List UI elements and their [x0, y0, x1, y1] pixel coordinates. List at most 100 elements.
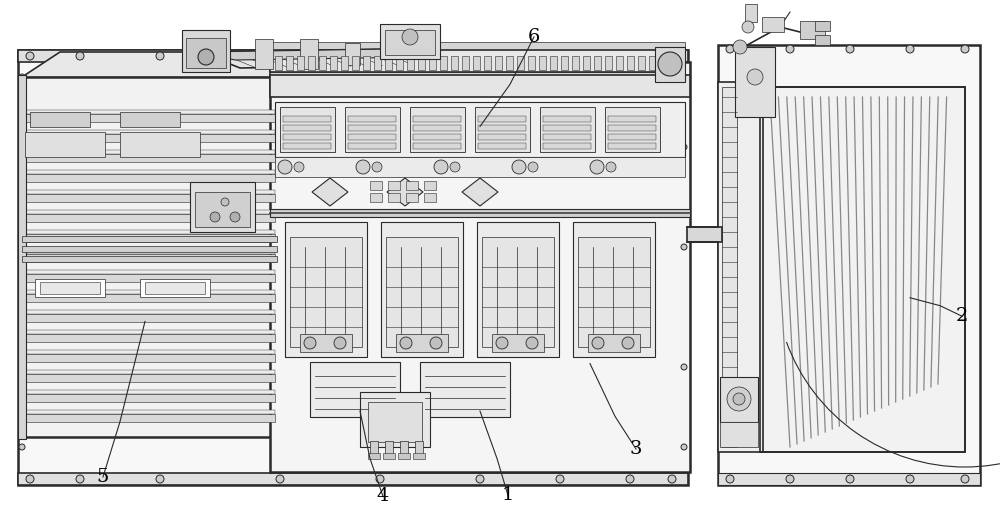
Bar	[25, 150, 275, 154]
Text: 1: 1	[502, 486, 514, 504]
Bar	[655, 47, 685, 82]
Bar	[348, 116, 396, 122]
Bar	[363, 56, 370, 70]
Bar	[578, 237, 650, 347]
Bar	[22, 246, 277, 252]
Bar	[40, 282, 100, 294]
Bar	[25, 294, 275, 302]
Circle shape	[450, 162, 460, 172]
Bar	[451, 56, 458, 70]
Bar	[310, 362, 400, 417]
Bar	[18, 75, 26, 439]
Circle shape	[726, 475, 734, 483]
Circle shape	[156, 52, 164, 60]
Circle shape	[294, 162, 304, 172]
Text: 4: 4	[377, 487, 389, 505]
Bar	[800, 21, 825, 39]
Polygon shape	[200, 49, 430, 68]
Bar	[462, 56, 469, 70]
Bar	[22, 256, 277, 262]
Bar	[506, 56, 513, 70]
Bar	[18, 50, 688, 485]
Circle shape	[76, 475, 84, 483]
Bar	[25, 110, 275, 114]
Bar	[25, 250, 275, 254]
Circle shape	[512, 160, 526, 174]
Bar	[25, 334, 275, 342]
Bar	[25, 230, 275, 234]
Bar	[25, 354, 275, 362]
Bar	[424, 181, 436, 190]
Bar	[383, 453, 395, 459]
Bar	[370, 181, 382, 190]
Bar	[25, 330, 275, 334]
Bar	[687, 227, 722, 242]
Bar	[270, 209, 690, 217]
Circle shape	[668, 52, 676, 60]
Bar	[30, 112, 90, 127]
Bar	[18, 50, 688, 62]
Bar	[120, 132, 200, 157]
Bar	[35, 279, 105, 297]
Circle shape	[476, 475, 484, 483]
Circle shape	[726, 45, 734, 53]
Bar	[22, 236, 277, 242]
Bar	[286, 56, 293, 70]
Circle shape	[906, 475, 914, 483]
Bar	[190, 182, 255, 232]
Circle shape	[376, 475, 384, 483]
Bar	[348, 134, 396, 140]
Circle shape	[786, 45, 794, 53]
Bar	[385, 441, 393, 455]
Bar	[25, 214, 275, 222]
Bar	[186, 38, 226, 68]
Bar	[608, 134, 656, 140]
Bar	[718, 82, 763, 452]
Bar	[413, 116, 461, 122]
Bar	[370, 441, 378, 455]
Bar	[573, 222, 655, 357]
Bar	[348, 143, 396, 149]
Bar	[25, 130, 275, 134]
Circle shape	[626, 52, 634, 60]
Bar	[550, 56, 557, 70]
Bar	[398, 453, 410, 459]
Bar	[415, 441, 423, 455]
Bar	[407, 56, 414, 70]
Circle shape	[626, 475, 634, 483]
Bar	[718, 473, 980, 485]
Circle shape	[733, 40, 747, 54]
Polygon shape	[462, 178, 498, 206]
Bar	[25, 290, 275, 294]
Bar	[722, 87, 737, 447]
Bar	[25, 194, 275, 202]
Bar	[588, 334, 640, 352]
Bar	[815, 35, 830, 45]
Bar	[385, 30, 435, 55]
Circle shape	[592, 337, 604, 349]
Circle shape	[356, 160, 370, 174]
Circle shape	[742, 21, 754, 33]
Circle shape	[606, 162, 616, 172]
Bar	[25, 170, 275, 174]
Bar	[270, 75, 690, 97]
Bar	[583, 56, 590, 70]
Bar	[477, 222, 559, 357]
Bar	[492, 334, 544, 352]
Bar	[440, 56, 447, 70]
Polygon shape	[22, 52, 318, 77]
Bar	[25, 310, 275, 314]
Bar	[283, 143, 331, 149]
Bar	[413, 453, 425, 459]
Bar	[543, 134, 591, 140]
Bar	[638, 56, 645, 70]
Bar	[410, 107, 465, 152]
Bar	[25, 390, 275, 394]
Bar	[297, 56, 304, 70]
Bar	[285, 222, 367, 357]
Bar	[413, 125, 461, 131]
Bar	[385, 56, 392, 70]
Bar	[608, 116, 656, 122]
Circle shape	[19, 444, 25, 450]
Circle shape	[210, 212, 220, 222]
